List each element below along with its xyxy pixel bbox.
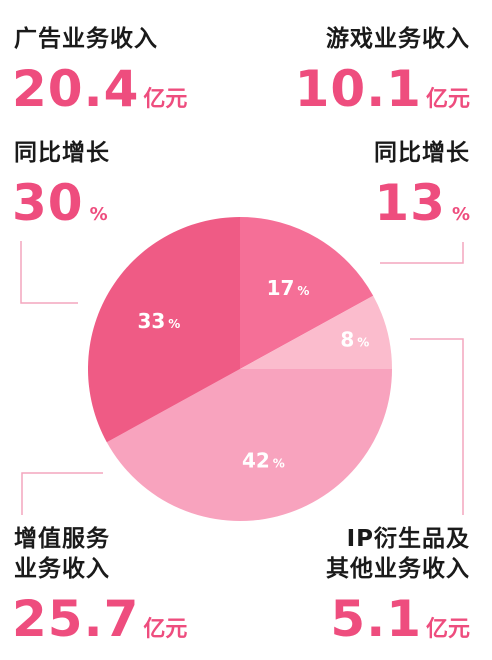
ad-growth-unit: % [89,204,108,225]
ad-growth-value: 30% [12,178,108,228]
pie-slice-game [240,217,374,369]
game-revenue-amount: 10.1 [294,60,422,118]
ip-revenue-label-line2: 其他业务收入 [326,556,470,582]
game-growth-number: 13 [374,174,446,232]
ad-growth-label: 同比增长 [14,140,110,166]
pie-slice-label-ad: 33% [137,309,180,333]
vas-revenue-value: 25.7 亿元 [12,594,187,644]
pie-slice-vas [106,369,393,522]
connector-vas [21,472,103,515]
game-revenue-label: 游戏业务收入 [326,26,470,52]
pie-slice-ad [87,216,240,443]
ip-revenue-amount: 5.1 [330,590,422,648]
ad-revenue-label: 广告业务收入 [14,26,158,52]
game-growth-value: 13% [374,178,470,228]
game-growth-label: 同比增长 [374,140,470,166]
ip-revenue-unit: 亿元 [425,617,470,642]
ip-revenue-value: 5.1 亿元 [330,594,470,644]
pie-slice-label-ip: 8% [340,328,369,352]
vas-revenue-label-line1: 增值服务 [14,526,110,552]
connector-game [380,242,464,264]
game-revenue-unit: 亿元 [425,87,470,112]
vas-revenue-unit: 亿元 [143,617,188,642]
ip-revenue-label-line1: IP衍生品及 [346,526,470,552]
game-growth-unit: % [451,204,470,225]
ad-revenue-value: 20.4 亿元 [12,64,187,114]
pie-slice-label-game: 17% [267,276,310,300]
vas-revenue-label-line2: 业务收入 [14,556,110,582]
connector-ip [410,338,464,515]
callout-connectors [20,241,464,515]
pie-slice-ip [240,295,392,369]
game-revenue-value: 10.1 亿元 [295,64,470,114]
ad-growth-number: 30 [12,174,84,232]
vas-revenue-amount: 25.7 [12,590,140,648]
ad-revenue-unit: 亿元 [143,87,188,112]
connector-ad [20,241,78,304]
pie-slice-label-vas: 42% [242,448,285,472]
ad-revenue-amount: 20.4 [12,60,140,118]
